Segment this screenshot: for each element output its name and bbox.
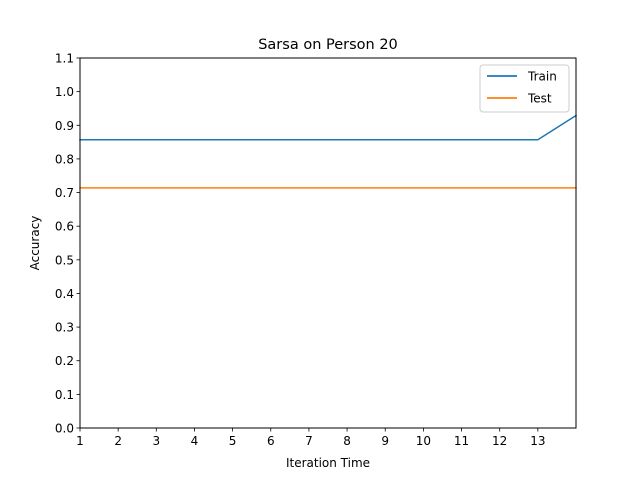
x-tick-label: 6: [267, 434, 275, 448]
x-tick-label: 2: [114, 434, 122, 448]
y-tick-label: 1.0: [55, 85, 74, 99]
x-tick-label: 4: [191, 434, 199, 448]
x-tick-label: 5: [229, 434, 237, 448]
x-axis: 1 2 3 4 5 6 7 8 9 10 11 12 13: [76, 428, 545, 448]
series-layer: [79, 114, 578, 189]
y-axis-title: Accuracy: [28, 216, 42, 271]
y-tick-label: 0.3: [55, 321, 74, 335]
legend: Train Test: [479, 64, 570, 113]
legend-label-test: Test: [527, 92, 552, 106]
y-tick-label: 0.9: [55, 119, 74, 133]
y-tick-label: 0.0: [55, 422, 74, 436]
y-tick-label: 0.6: [55, 220, 74, 234]
y-tick-label: 0.5: [55, 253, 74, 267]
x-tick-label: 13: [530, 434, 545, 448]
x-tick-label: 1: [76, 434, 84, 448]
chart-title: Sarsa on Person 20: [258, 37, 398, 53]
legend-label-train: Train: [527, 70, 557, 84]
plot-frame: [79, 57, 577, 429]
y-axis: 0.0 0.1 0.2 0.3 0.4 0.5 0.6 0.7 0.8 0.9 1.0 1.1: [55, 52, 80, 436]
y-tick-label: 0.4: [55, 287, 74, 301]
y-tick-label: 0.7: [55, 186, 74, 200]
y-tick-label: 0.8: [55, 152, 74, 166]
x-tick-label: 9: [381, 434, 389, 448]
y-tick-label: 1.1: [55, 52, 74, 66]
x-tick-label: 11: [454, 434, 469, 448]
series-line-train: [79, 114, 578, 141]
x-tick-label: 12: [492, 434, 507, 448]
x-axis-title: Iteration Time: [286, 456, 370, 470]
x-tick-label: 3: [152, 434, 160, 448]
x-tick-label: 7: [305, 434, 313, 448]
y-tick-label: 0.2: [55, 354, 74, 368]
x-tick-label: 8: [343, 434, 351, 448]
y-tick-label: 0.1: [55, 388, 74, 402]
x-tick-label: 10: [416, 434, 431, 448]
